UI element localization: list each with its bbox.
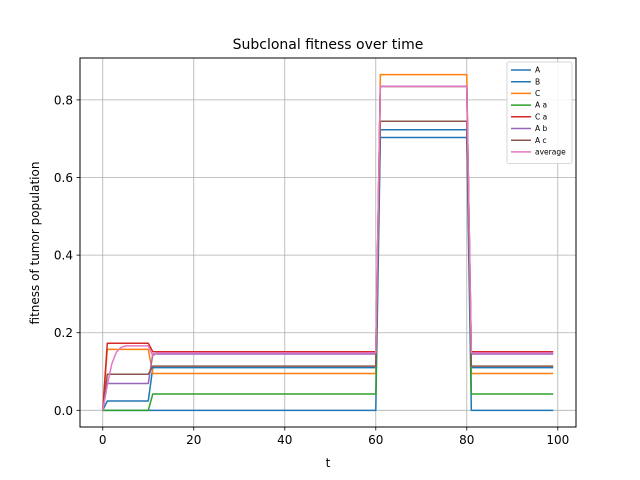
y-tick-label: 0.6: [54, 171, 73, 185]
series-line-7: [102, 85, 554, 411]
axes-background: [80, 58, 576, 427]
chart-title: Subclonal fitness over time: [233, 37, 424, 53]
y-tick-label: 0.4: [54, 249, 73, 263]
plot-area: 0 20 40 60 80 100 0.0 0.2 0.4 0.6 0.8: [54, 57, 577, 447]
legend-label: B: [535, 77, 540, 86]
y-tick-label: 0.2: [54, 326, 73, 340]
series-lines: [102, 73, 554, 412]
y-tick-label: 0.0: [54, 404, 73, 418]
x-tick-label: 60: [368, 433, 383, 447]
y-tick-label: 0.8: [54, 93, 73, 107]
legend-label: C a: [535, 112, 547, 121]
x-tick-label: 40: [277, 433, 292, 447]
grid-lines: [80, 58, 576, 427]
legend-label: A c: [535, 136, 547, 145]
legend-label: A: [535, 66, 541, 75]
x-tick-label: 0: [99, 433, 107, 447]
x-axis-ticks: 0 20 40 60 80 100: [99, 427, 569, 447]
y-axis-label: fitness of tumor population: [28, 162, 42, 325]
legend-label: A b: [535, 124, 548, 133]
legend-box: [506, 61, 573, 164]
legend-label: C: [535, 89, 540, 98]
y-axis-ticks: 0.0 0.2 0.4 0.6 0.8: [54, 93, 80, 418]
x-tick-label: 100: [546, 433, 569, 447]
x-tick-label: 20: [186, 433, 201, 447]
legend-label: average: [535, 148, 566, 157]
x-tick-label: 80: [459, 433, 474, 447]
axes-frame: [79, 57, 577, 428]
x-axis-label: t: [326, 456, 331, 470]
legend: ABC A a C a A b A c average: [506, 61, 573, 164]
legend-label: A a: [535, 101, 547, 110]
